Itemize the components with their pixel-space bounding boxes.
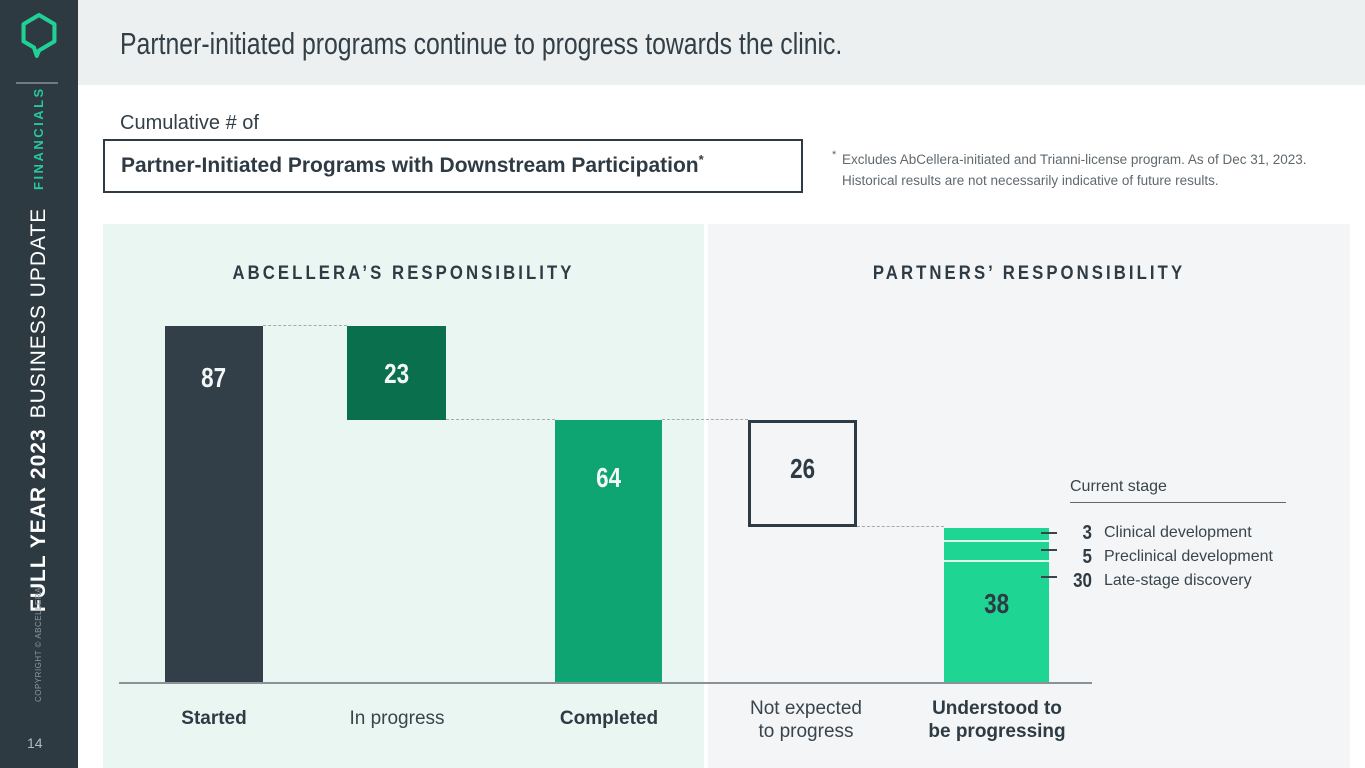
- connector-notexpected-progressing: [857, 526, 944, 527]
- copyright-text: COPYRIGHT © ABCELLERA: [34, 587, 43, 702]
- footnote-line-1: Excludes AbCellera-initiated and Trianni…: [842, 152, 1307, 167]
- x-axis-line: [119, 682, 1092, 684]
- axis-label-not-expected: Not expected to progress: [750, 698, 862, 743]
- bar-completed-value: 64: [596, 462, 621, 493]
- legend-value-late-stage: 30: [1073, 569, 1092, 592]
- tick-preclinical: [1041, 549, 1057, 551]
- connector-inprogress-completed: [446, 419, 555, 420]
- legend-label-preclinical: Preclinical development: [1104, 548, 1273, 565]
- tick-late-stage: [1041, 576, 1057, 578]
- section-label: FINANCIALS: [31, 86, 46, 190]
- segment-separator-clinical: [944, 540, 1049, 542]
- legend-title: Current stage: [1070, 478, 1167, 495]
- axis-label-completed: Completed: [559, 708, 659, 729]
- bar-progressing-value: 38: [984, 588, 1009, 619]
- page-title: Partner-initiated programs continue to p…: [120, 26, 843, 61]
- bar-completed: 64: [555, 420, 662, 683]
- tick-clinical: [1041, 532, 1057, 534]
- bar-started-value-wrap: 87: [165, 362, 263, 394]
- box-not-expected-value-wrap: 26: [751, 453, 854, 485]
- bar-completed-value-wrap: 64: [555, 462, 662, 494]
- legend-value-clinical: 3: [1082, 521, 1092, 544]
- deck-title-rest: BUSINESS UPDATE: [27, 207, 50, 419]
- axis-label-in-progress: In progress: [349, 708, 445, 729]
- bar-started: 87: [165, 326, 263, 683]
- header-band: Partner-initiated programs continue to p…: [78, 0, 1365, 85]
- bar-in-progress: 23: [347, 326, 446, 420]
- bar-understood-to-be-progressing: 38: [944, 528, 1049, 683]
- deck-title: FULL YEAR 2023 BUSINESS UPDATE: [27, 208, 51, 612]
- connector-completed-notexpected: [662, 419, 748, 420]
- bar-progressing-value-wrap: 38: [944, 588, 1049, 620]
- chart-title-prefix: Cumulative # of: [120, 112, 259, 134]
- footnote-marker: *: [832, 149, 837, 161]
- sidebar: FINANCIALS FULL YEAR 2023 BUSINESS UPDATE…: [0, 0, 78, 768]
- footnote-line-2: Historical results are not necessarily i…: [842, 172, 1219, 188]
- segment-separator-preclinical: [944, 560, 1049, 562]
- chart-title-asterisk: *: [698, 152, 704, 167]
- connector-started-inprogress: [263, 325, 347, 326]
- axis-label-progressing: Understood to be progressing: [928, 698, 1066, 743]
- panel-header-abcellera: ABCELLERA’S RESPONSIBILITY: [232, 263, 575, 284]
- abcellera-logo-icon: [21, 12, 57, 58]
- legend-label-clinical: Clinical development: [1104, 524, 1252, 541]
- bar-in-progress-value-wrap: 23: [347, 358, 446, 390]
- bar-started-value: 87: [201, 362, 227, 393]
- axis-label-started: Started: [181, 708, 247, 729]
- legend-label-late-stage: Late-stage discovery: [1104, 572, 1252, 589]
- deck-title-bold: FULL YEAR 2023: [27, 428, 50, 612]
- chart-title-text: Partner-Initiated Programs with Downstre…: [121, 154, 699, 177]
- chart-title: Partner-Initiated Programs with Downstre…: [105, 152, 704, 178]
- sidebar-divider: [16, 82, 58, 84]
- legend-value-preclinical: 5: [1082, 545, 1092, 568]
- box-not-expected-to-progress: 26: [748, 420, 857, 527]
- legend-row-late-stage: 30 Late-stage discovery: [1062, 569, 1352, 593]
- legend-row-clinical: 3 Clinical development: [1062, 521, 1352, 545]
- page-number: 14: [27, 735, 43, 751]
- legend-row-preclinical: 5 Preclinical development: [1062, 545, 1352, 569]
- bar-in-progress-value: 23: [384, 358, 409, 389]
- box-not-expected-value: 26: [790, 453, 815, 484]
- panel-header-partners: PARTNERS’ RESPONSIBILITY: [872, 263, 1186, 284]
- legend-underline: [1070, 502, 1286, 503]
- chart-title-box: Partner-Initiated Programs with Downstre…: [103, 139, 803, 193]
- footnote: * Excludes AbCellera-initiated and Trian…: [832, 149, 1347, 192]
